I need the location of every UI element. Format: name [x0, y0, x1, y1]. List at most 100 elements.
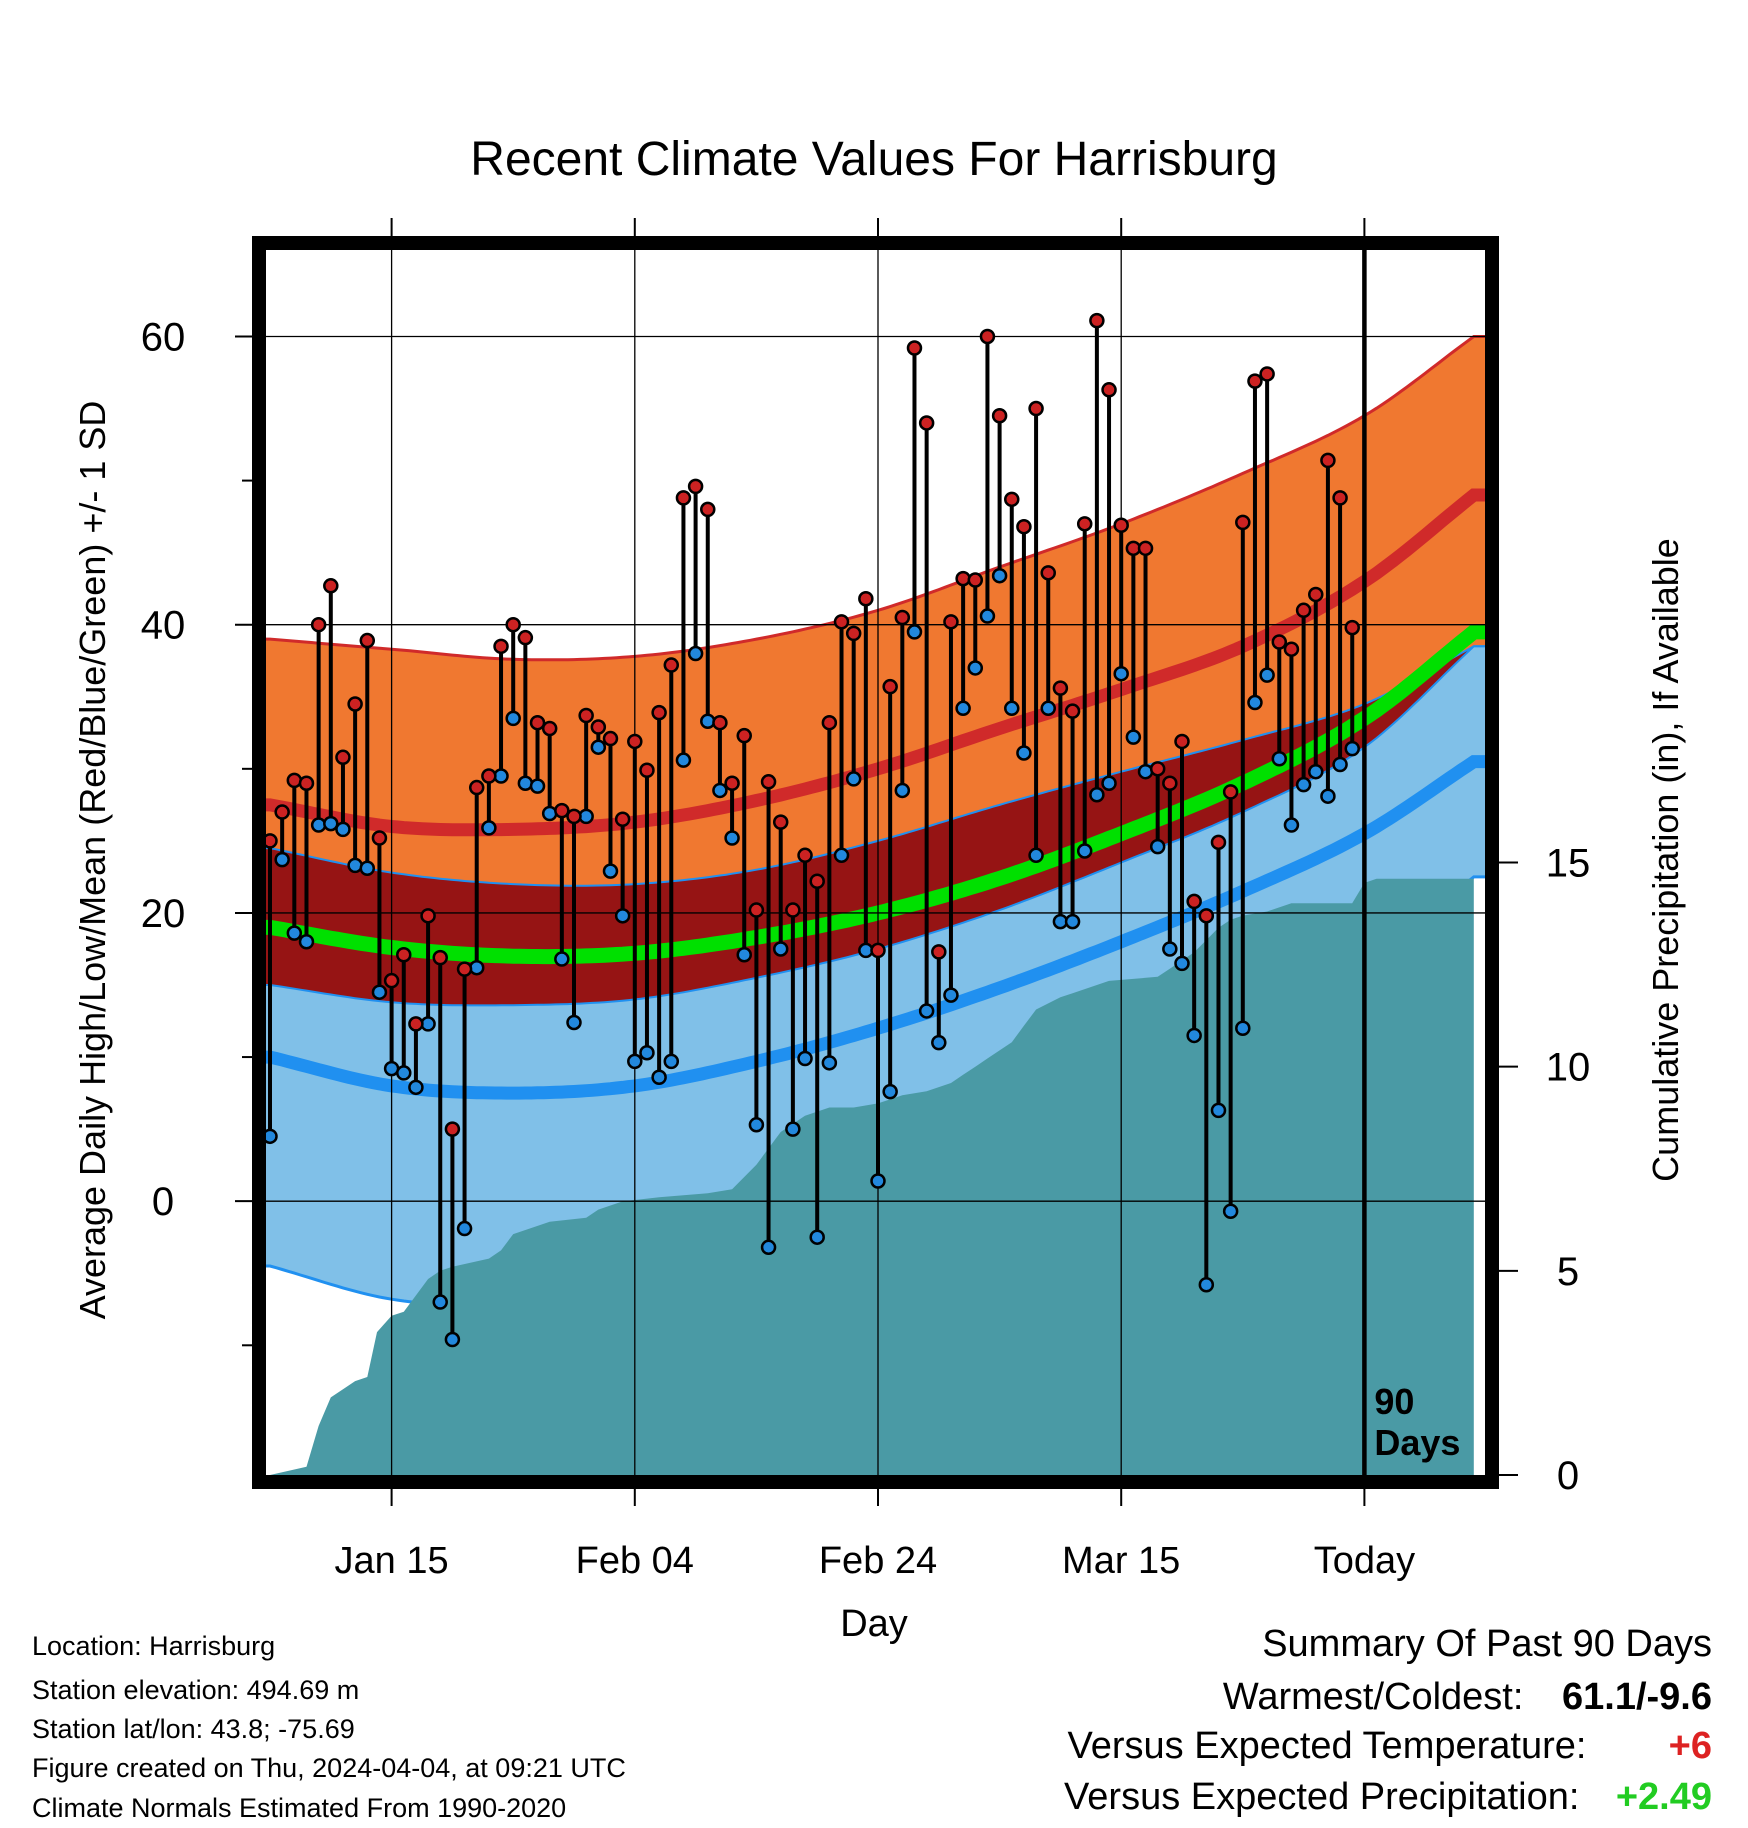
low-point	[286, 925, 303, 941]
low-point	[675, 752, 692, 768]
low-point	[785, 1121, 801, 1137]
y2-axis-label: Cumulative Precipitation (in), If Availa…	[1645, 538, 1686, 1182]
high-point	[1295, 602, 1312, 619]
low-point	[724, 830, 740, 846]
low-point	[298, 934, 315, 950]
low-point	[845, 771, 862, 787]
today-days-word: Days	[1374, 1422, 1460, 1463]
low-point	[541, 805, 558, 822]
created-text: Figure created on Thu, 2024-04-04, at 09…	[32, 1753, 626, 1783]
low-point	[1235, 1020, 1251, 1036]
high-point	[943, 614, 959, 630]
high-point	[347, 696, 363, 712]
high-point	[359, 632, 376, 649]
warmest-value: 61.1/-9.6	[1562, 1676, 1712, 1718]
low-point	[906, 624, 923, 640]
precip-label: Versus Expected Precipitation:	[1064, 1776, 1580, 1818]
high-point	[371, 830, 388, 846]
summary-warmest-row: Warmest/Coldest: 61.1/-9.6	[1223, 1678, 1712, 1716]
low-point	[1162, 941, 1178, 957]
plot-frame	[252, 236, 1499, 1489]
low-point	[1283, 817, 1300, 833]
high-point	[1332, 490, 1348, 506]
high-point	[1222, 784, 1239, 800]
high-point	[979, 328, 996, 345]
high-point	[991, 407, 1008, 424]
low-point	[274, 851, 290, 868]
high-point	[736, 727, 752, 744]
high-sd-lower-edge	[266, 645, 1485, 887]
low-point	[1040, 700, 1056, 717]
latlon-text: Station lat/lon: 43.8; -75.69	[32, 1714, 355, 1744]
high-point	[1113, 517, 1129, 534]
location-text: Location: Harrisburg	[32, 1631, 276, 1661]
high-point	[1210, 834, 1227, 851]
high-point	[931, 944, 947, 960]
high-point	[1076, 516, 1093, 532]
low-point	[1137, 763, 1154, 780]
low-point	[967, 660, 984, 676]
high-point	[578, 707, 594, 724]
high-point	[1004, 491, 1020, 508]
low-point	[894, 782, 911, 799]
low-point	[1089, 787, 1105, 803]
high-point	[700, 501, 716, 518]
high-point	[614, 811, 631, 828]
high-point	[554, 802, 570, 819]
high-point	[1344, 619, 1360, 636]
low-point	[687, 645, 704, 662]
high-point	[833, 614, 850, 630]
high-point	[760, 774, 777, 790]
high-point	[1320, 452, 1336, 469]
high-point	[712, 714, 728, 731]
low-point	[1344, 740, 1360, 757]
high-point	[748, 902, 765, 918]
x-tick-label: Mar 15	[1062, 1540, 1180, 1582]
overlap-sd-band	[266, 646, 1485, 1006]
high-point	[651, 704, 667, 721]
high-point	[298, 775, 315, 791]
low-point	[1113, 665, 1129, 682]
high-point	[310, 616, 327, 633]
high-point	[517, 629, 534, 646]
high-point	[1271, 634, 1288, 650]
high-point	[1064, 703, 1081, 719]
normal-high-line	[266, 488, 1485, 837]
low-point	[554, 951, 570, 967]
low-point	[1210, 1102, 1227, 1119]
high-point	[1052, 680, 1069, 696]
low-point	[736, 946, 752, 963]
high-point	[396, 946, 412, 963]
high-point	[432, 949, 448, 966]
high-point	[639, 762, 655, 779]
high-point	[420, 908, 436, 924]
high-point	[724, 775, 740, 791]
low-point	[444, 1331, 461, 1348]
low-point	[797, 1050, 813, 1067]
low-point	[1259, 667, 1275, 683]
x-tick-label: Today	[1314, 1540, 1415, 1582]
high-point	[663, 657, 680, 673]
y2-tick-label: 0	[1557, 1454, 1579, 1498]
low-point	[456, 1220, 473, 1237]
high-point	[772, 814, 789, 830]
high-point	[468, 779, 485, 796]
today-days-number: 90	[1374, 1381, 1414, 1422]
high-point	[1186, 893, 1202, 910]
precip-value: +2.49	[1615, 1776, 1712, 1818]
low-point	[651, 1069, 667, 1085]
low-point	[760, 1239, 777, 1256]
high-point	[627, 733, 643, 750]
low-point	[1320, 788, 1336, 804]
high-point	[882, 678, 898, 695]
high-point	[590, 719, 607, 735]
high-point	[266, 833, 278, 849]
normals-text: Climate Normals Estimated From 1990-2020	[32, 1793, 567, 1823]
high-point	[845, 625, 862, 642]
high-point	[1283, 641, 1300, 657]
low-point	[1308, 763, 1324, 780]
low-point	[505, 710, 521, 727]
high-point	[809, 873, 825, 889]
low-point	[1016, 745, 1032, 761]
low-point	[1271, 750, 1288, 767]
